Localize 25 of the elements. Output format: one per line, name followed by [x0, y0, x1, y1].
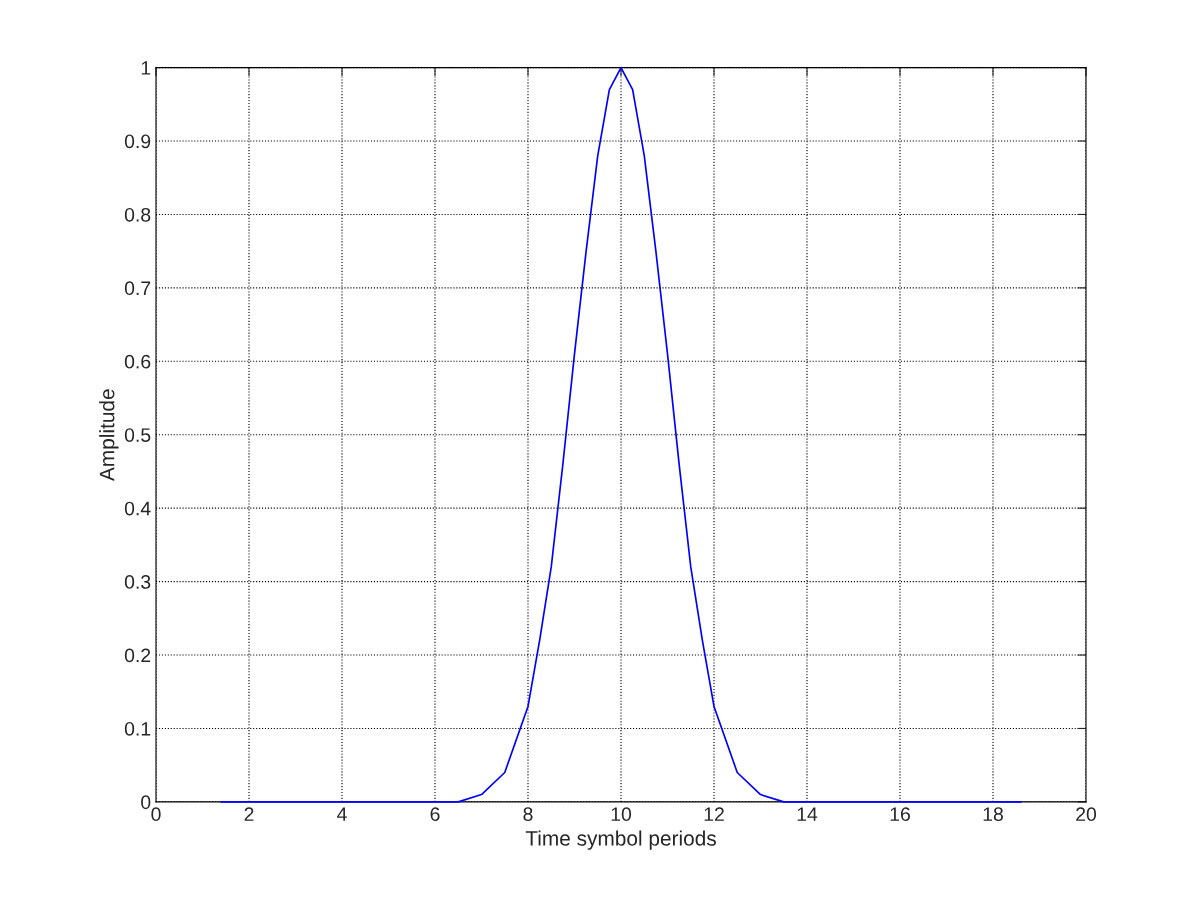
- y-tick-label: 0.7: [124, 281, 151, 296]
- x-tick-label: 0: [151, 807, 161, 822]
- y-tick-label: 0.3: [124, 575, 151, 589]
- x-tick-label: 18: [983, 807, 1003, 822]
- y-tick-label: 0.5: [124, 428, 151, 442]
- line-series: [220, 66, 1022, 803]
- y-tick-label: 0.4: [124, 501, 151, 516]
- x-tick-label: 14: [797, 807, 818, 821]
- x-tick-label: 12: [704, 807, 724, 821]
- y-tick-label: 0: [141, 795, 151, 810]
- y-tick-label: 0.6: [124, 354, 151, 369]
- x-tick-label: 10: [611, 807, 632, 822]
- x-tick-label: 20: [1076, 807, 1097, 822]
- y-tick-label: 0.1: [124, 721, 151, 736]
- x-tick-label: 16: [890, 807, 910, 822]
- y-tick-label: 0.8: [124, 207, 151, 222]
- x-tick-label: 8: [523, 807, 533, 822]
- y-tick-label: 0.9: [124, 134, 151, 149]
- x-axis-title: Time symbol periods: [525, 830, 716, 850]
- y-tick-label: 1: [141, 61, 151, 75]
- x-tick-label: 4: [337, 807, 347, 821]
- x-tick-label: 2: [244, 807, 254, 821]
- y-axis-title: Amplitude: [99, 389, 119, 482]
- y-tick-label: 0.2: [124, 648, 151, 663]
- x-tick-label: 6: [430, 807, 440, 822]
